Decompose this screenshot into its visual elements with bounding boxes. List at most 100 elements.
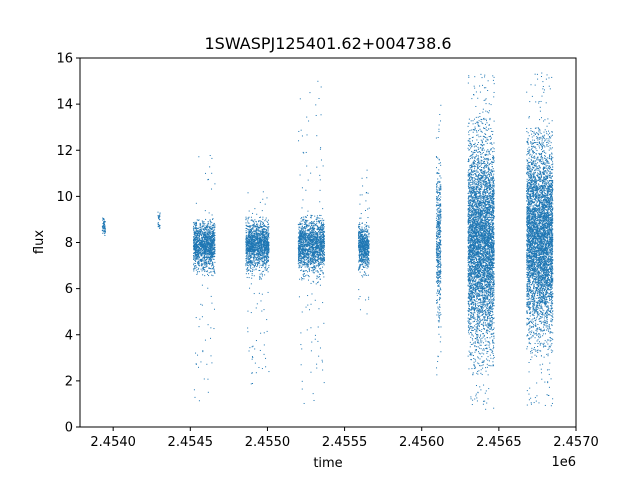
- data-point: [322, 251, 323, 252]
- data-point: [298, 257, 299, 258]
- data-point: [210, 268, 211, 269]
- data-point: [207, 379, 208, 380]
- data-point: [361, 275, 362, 276]
- data-point: [208, 261, 209, 262]
- data-point: [194, 265, 195, 266]
- data-point: [299, 243, 300, 244]
- data-point: [317, 229, 318, 230]
- data-point: [316, 364, 317, 365]
- data-point: [308, 250, 309, 251]
- data-point: [202, 221, 203, 222]
- data-point: [319, 218, 320, 219]
- data-point: [197, 271, 198, 272]
- data-point: [313, 267, 314, 268]
- data-point: [196, 274, 197, 275]
- data-point: [305, 230, 306, 231]
- data-point: [324, 249, 325, 250]
- data-point: [317, 233, 318, 234]
- data-point: [313, 249, 314, 250]
- data-point: [250, 265, 251, 266]
- data-point: [245, 219, 246, 220]
- data-point: [313, 259, 314, 260]
- data-point: [197, 272, 198, 273]
- data-point: [302, 135, 303, 136]
- data-point: [306, 254, 307, 255]
- data-point: [200, 243, 201, 244]
- data-point: [201, 269, 202, 270]
- data-point: [319, 98, 320, 99]
- data-point: [196, 248, 197, 249]
- data-point: [318, 356, 319, 357]
- data-point: [314, 240, 315, 241]
- data-point: [103, 222, 104, 223]
- data-point: [208, 237, 209, 238]
- data-point: [321, 262, 322, 263]
- data-point: [248, 229, 249, 230]
- data-point: [208, 232, 209, 233]
- data-point: [245, 241, 246, 242]
- data-point: [249, 255, 250, 256]
- data-point: [256, 253, 257, 254]
- data-point: [266, 251, 267, 252]
- data-point: [321, 114, 322, 115]
- data-point: [204, 239, 205, 240]
- data-point: [200, 229, 201, 230]
- data-point: [197, 240, 198, 241]
- data-point: [266, 259, 267, 260]
- data-point: [205, 262, 206, 263]
- data-point: [246, 218, 247, 219]
- data-point: [246, 264, 247, 265]
- data-point: [264, 240, 265, 241]
- data-point: [202, 264, 203, 265]
- data-point: [254, 226, 255, 227]
- data-point: [201, 255, 202, 256]
- data-point: [210, 220, 211, 221]
- data-point: [323, 247, 324, 248]
- data-point: [211, 275, 212, 276]
- data-point: [310, 263, 311, 264]
- data-point: [298, 233, 299, 234]
- data-point: [259, 230, 260, 231]
- data-point: [302, 240, 303, 241]
- data-point: [300, 262, 301, 263]
- data-point: [203, 234, 204, 235]
- data-point: [305, 239, 306, 240]
- data-point: [260, 300, 261, 301]
- data-point: [301, 256, 302, 257]
- data-point: [318, 245, 319, 246]
- data-point: [304, 224, 305, 225]
- data-point: [257, 245, 258, 246]
- data-point: [309, 223, 310, 224]
- data-point: [210, 247, 211, 248]
- data-point: [303, 264, 304, 265]
- data-point: [102, 223, 103, 224]
- data-point: [257, 247, 258, 248]
- data-point: [103, 228, 104, 229]
- data-point: [202, 245, 203, 246]
- data-point: [204, 263, 205, 264]
- data-point: [257, 233, 258, 234]
- data-point: [319, 222, 320, 223]
- data-point: [257, 235, 258, 236]
- data-point: [259, 248, 260, 249]
- data-point: [193, 239, 194, 240]
- data-point: [252, 372, 253, 373]
- data-point: [249, 350, 250, 351]
- data-point: [250, 268, 251, 269]
- data-point: [322, 267, 323, 268]
- data-point: [245, 250, 246, 251]
- data-point: [260, 350, 261, 351]
- data-point: [306, 266, 307, 267]
- data-point: [257, 224, 258, 225]
- data-point: [267, 240, 268, 241]
- data-point: [211, 222, 212, 223]
- data-point: [260, 250, 261, 251]
- data-point: [266, 230, 267, 231]
- data-point: [256, 266, 257, 267]
- data-point: [211, 271, 212, 272]
- data-point: [204, 270, 205, 271]
- data-point: [268, 260, 269, 261]
- data-point: [198, 244, 199, 245]
- data-point: [247, 254, 248, 255]
- data-point: [259, 293, 260, 294]
